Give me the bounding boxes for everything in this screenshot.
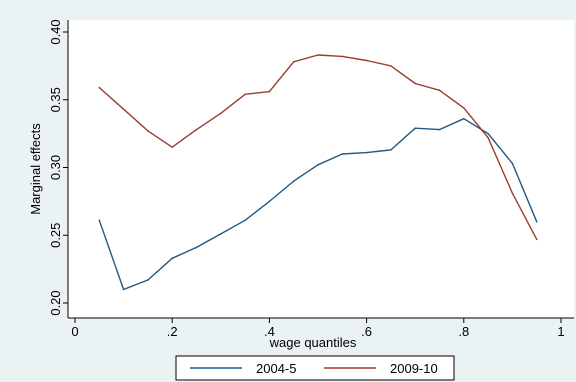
data-point-2004-5 (244, 219, 246, 222)
data-point-2009-10 (463, 107, 465, 109)
data-point-2004-5 (365, 151, 368, 154)
y-tick-label: 0.20 (48, 290, 63, 315)
data-point-2004-5 (535, 220, 538, 223)
plot-area (68, 20, 574, 318)
data-point-2004-5 (268, 200, 271, 203)
data-point-2004-5 (414, 127, 417, 130)
data-point-2009-10 (268, 90, 271, 93)
data-point-2009-10 (171, 146, 173, 148)
data-point-2004-5 (171, 257, 173, 260)
data-point-2009-10 (390, 65, 392, 67)
data-point-2004-5 (511, 162, 514, 165)
legend: 2004-5 2009-10 (175, 355, 455, 381)
y-tick-label: 0.30 (48, 155, 63, 180)
series-layer (98, 54, 538, 291)
x-tick-label: .2 (167, 324, 178, 339)
data-point-2009-10 (195, 128, 198, 131)
data-point-2009-10 (147, 130, 149, 132)
data-point-2004-5 (317, 163, 319, 166)
x-tick-label: .4 (264, 324, 275, 339)
data-point-2004-5 (147, 279, 149, 281)
data-point-2004-5 (122, 288, 125, 291)
y-axis-title: Marginal effects (28, 123, 43, 215)
axes (67, 20, 574, 319)
data-point-2004-5 (292, 180, 295, 182)
data-point-2009-10 (317, 54, 319, 56)
data-point-2004-5 (98, 219, 101, 222)
data-point-2009-10 (487, 136, 489, 139)
data-point-2009-10 (365, 59, 368, 62)
data-point-2009-10 (414, 82, 417, 85)
data-point-2004-5 (438, 128, 441, 131)
data-point-2009-10 (292, 61, 295, 63)
data-point-2009-10 (341, 55, 344, 58)
data-point-2009-10 (98, 86, 101, 89)
data-point-2009-10 (535, 238, 538, 241)
data-point-2009-10 (244, 93, 246, 96)
data-point-2004-5 (341, 153, 344, 155)
data-point-2009-10 (220, 112, 222, 115)
y-tick-label: 0.25 (48, 223, 63, 248)
ticks: 0 .2 .4 .6 .8 1 0.20 0.25 0.30 0.35 0.40 (48, 19, 565, 339)
data-point-2009-10 (511, 192, 514, 195)
data-point-2004-5 (463, 117, 465, 120)
data-point-2004-5 (390, 149, 392, 151)
data-point-2004-5 (220, 233, 222, 235)
y-tick-label: 0.35 (48, 87, 63, 112)
x-tick-label: .8 (458, 324, 469, 339)
x-axis-title: wage quantiles (269, 335, 357, 350)
x-tick-label: 1 (557, 324, 564, 339)
legend-label-2004-5: 2004-5 (256, 361, 296, 376)
data-point-2009-10 (122, 108, 125, 111)
legend-label-2009-10: 2009-10 (390, 361, 438, 376)
x-tick-label: .6 (361, 324, 372, 339)
x-tick-label: 0 (71, 324, 78, 339)
data-point-2004-5 (487, 132, 489, 135)
data-point-2009-10 (438, 89, 441, 92)
data-point-2004-5 (195, 246, 198, 249)
y-tick-label: 0.40 (48, 19, 63, 44)
